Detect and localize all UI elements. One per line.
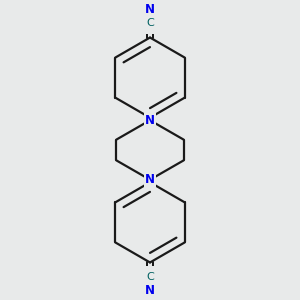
Text: N: N (145, 284, 155, 297)
Text: N: N (145, 114, 155, 127)
Text: N: N (145, 173, 155, 186)
Text: N: N (145, 3, 155, 16)
Text: C: C (146, 17, 154, 28)
Text: C: C (146, 272, 154, 283)
